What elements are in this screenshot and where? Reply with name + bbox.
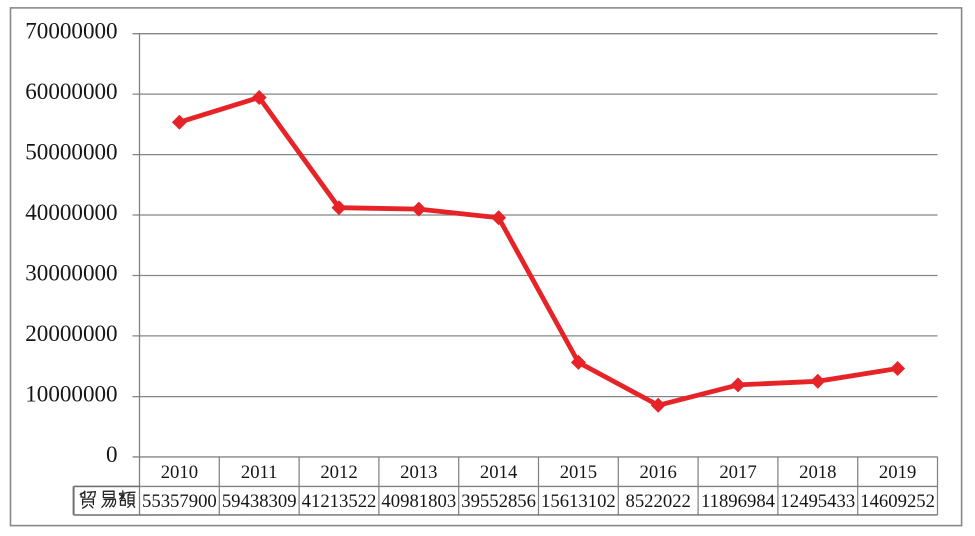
svg-text:20000000: 20000000 [25,320,117,346]
svg-text:55357900: 55357900 [142,491,217,512]
svg-text:30000000: 30000000 [25,260,117,286]
svg-text:40981803: 40981803 [381,491,456,512]
svg-text:14609252: 14609252 [860,491,935,512]
svg-text:2012: 2012 [320,462,357,483]
svg-text:2018: 2018 [799,462,836,483]
svg-text:39552856: 39552856 [461,491,536,512]
svg-text:2013: 2013 [400,462,437,483]
svg-text:2014: 2014 [480,462,518,483]
svg-text:2019: 2019 [879,462,916,483]
svg-text:2015: 2015 [560,462,597,483]
svg-text:10000000: 10000000 [25,380,117,406]
svg-text:70000000: 70000000 [25,18,117,44]
svg-text:50000000: 50000000 [25,139,117,165]
svg-text:2010: 2010 [161,462,198,483]
svg-text:8522022: 8522022 [625,491,690,512]
svg-text:2011: 2011 [241,462,278,483]
svg-text:12495433: 12495433 [780,491,855,512]
svg-text:41213522: 41213522 [302,491,377,512]
svg-text:15613102: 15613102 [541,491,616,512]
svg-text:60000000: 60000000 [25,78,117,104]
svg-text:2017: 2017 [719,462,756,483]
svg-text:0: 0 [106,441,118,467]
svg-text:11896984: 11896984 [701,491,776,512]
svg-text:2016: 2016 [640,462,677,483]
svg-text:40000000: 40000000 [25,199,117,225]
svg-text:59438309: 59438309 [222,491,297,512]
